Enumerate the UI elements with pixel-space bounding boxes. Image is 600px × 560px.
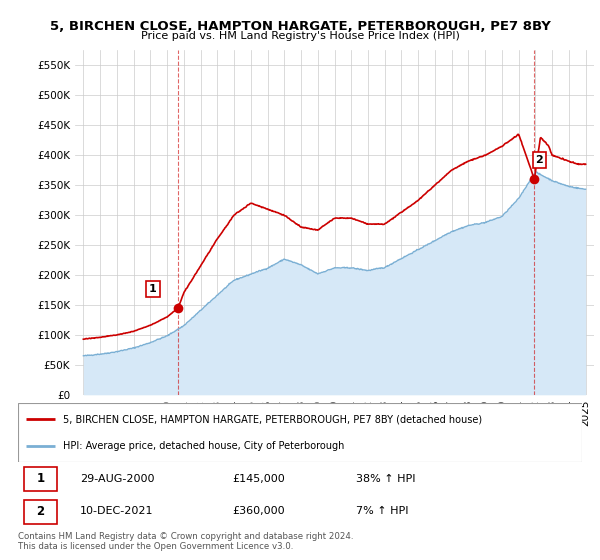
Text: 2: 2 (37, 505, 44, 517)
Text: 29-AUG-2000: 29-AUG-2000 (80, 474, 155, 484)
Text: 1: 1 (37, 472, 44, 485)
FancyBboxPatch shape (23, 500, 58, 524)
Text: 2: 2 (536, 155, 543, 165)
Text: This data is licensed under the Open Government Licence v3.0.: This data is licensed under the Open Gov… (18, 542, 293, 551)
Text: 5, BIRCHEN CLOSE, HAMPTON HARGATE, PETERBOROUGH, PE7 8BY: 5, BIRCHEN CLOSE, HAMPTON HARGATE, PETER… (50, 20, 550, 32)
FancyBboxPatch shape (23, 467, 58, 491)
Text: Contains HM Land Registry data © Crown copyright and database right 2024.: Contains HM Land Registry data © Crown c… (18, 532, 353, 541)
Text: £145,000: £145,000 (232, 474, 285, 484)
Text: 5, BIRCHEN CLOSE, HAMPTON HARGATE, PETERBOROUGH, PE7 8BY (detached house): 5, BIRCHEN CLOSE, HAMPTON HARGATE, PETER… (63, 414, 482, 424)
Text: 38% ↑ HPI: 38% ↑ HPI (356, 474, 416, 484)
FancyBboxPatch shape (18, 403, 582, 462)
Text: 7% ↑ HPI: 7% ↑ HPI (356, 506, 409, 516)
Text: HPI: Average price, detached house, City of Peterborough: HPI: Average price, detached house, City… (63, 441, 344, 451)
Text: 1: 1 (149, 284, 157, 294)
Text: £360,000: £360,000 (232, 506, 285, 516)
Text: Price paid vs. HM Land Registry's House Price Index (HPI): Price paid vs. HM Land Registry's House … (140, 31, 460, 41)
Text: 10-DEC-2021: 10-DEC-2021 (80, 506, 154, 516)
